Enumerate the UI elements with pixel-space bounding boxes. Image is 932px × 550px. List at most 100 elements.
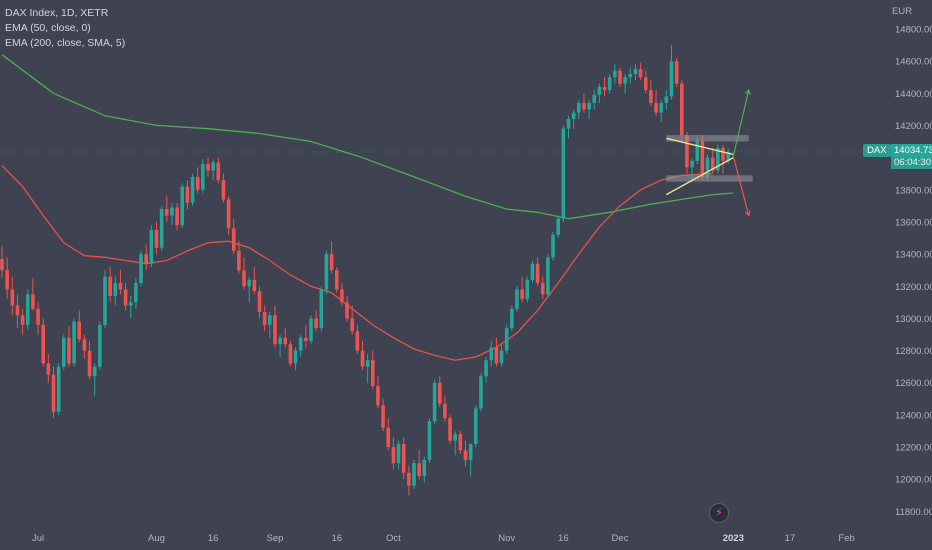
candle [721,144,725,174]
candle-body [165,209,169,216]
candle [180,183,185,229]
candle-body [72,321,76,364]
y-tick-label: 14800.00 [895,24,932,35]
candle-body [710,157,715,171]
candle [77,310,82,343]
candle-body [329,254,334,271]
candle-body [561,128,566,219]
candle [324,250,329,295]
candle-body [252,279,257,292]
candle [293,347,298,370]
x-tick-label: 2023 [723,533,744,544]
candle-body [298,337,303,351]
legend-symbol[interactable]: DAX Index, 1D, XETR [5,7,109,19]
candle-body [350,318,354,332]
candle-body [577,102,581,113]
candle-body [304,337,308,341]
candle-body [401,443,406,473]
candle [427,418,432,464]
candle [98,321,102,370]
candle [638,62,643,81]
support-zone [666,175,753,182]
candle-body [154,229,159,248]
candle-body [468,443,473,460]
candle-body [268,315,272,325]
candle-body [170,207,174,216]
candle [154,221,159,255]
candle-body [427,421,432,460]
legend-ema200[interactable]: EMA (200, close, SMA, 5) [5,37,126,49]
candle-body [695,141,700,161]
candle-body [288,344,293,364]
candle [175,202,179,230]
candle-body [201,164,205,190]
candle [607,73,612,94]
candle-body [185,186,190,203]
candle-body [77,321,82,340]
candle-body [319,289,324,329]
candle [87,340,92,380]
x-tick-label: Sep [266,533,283,544]
candle-body [546,257,550,295]
candle [206,157,210,177]
candle-body [484,360,488,377]
candle-body [206,164,210,171]
candle-body [633,69,638,74]
candle-body [237,250,241,271]
candle [139,250,143,287]
candle [432,379,437,425]
candle [515,286,519,312]
candle [510,305,514,332]
y-tick-label: 14600.00 [895,57,932,68]
candle-body [20,315,25,325]
candle-body [525,279,530,300]
y-tick-label: 12000.00 [895,475,932,486]
candle-body [46,363,51,375]
lightning-icon[interactable]: ⚡ [709,503,729,523]
x-tick-label: Dec [612,533,629,544]
candle [613,64,617,84]
candle [165,196,169,222]
breakout-up-arrow-head [744,88,751,96]
candle [566,115,571,139]
candle-body [504,328,509,351]
candle [273,305,277,348]
candle [582,93,586,113]
candle-body [139,254,143,284]
candle-body [360,350,365,367]
candle-body [262,311,267,325]
candle [546,254,550,298]
candle-body [355,331,360,351]
candle [262,305,267,332]
candle [247,276,251,303]
candle-body [128,302,133,306]
candle-body [15,305,20,316]
y-tick-label: 13200.00 [895,282,932,293]
candle [407,466,411,496]
currency-unit-label: EUR [892,6,913,17]
legend-ema50[interactable]: EMA (50, close, 0) [5,22,91,34]
candle-body [293,350,298,364]
candle [458,430,463,454]
candle [185,180,190,210]
x-tick-label: 16 [208,533,219,544]
candle-body [123,289,128,306]
candle-body [118,283,123,290]
candle-body [180,186,185,226]
candle-body [5,270,9,290]
candle-body [649,90,653,103]
candle-body [62,337,66,367]
candle [144,244,148,271]
candle-body [144,254,148,264]
candle-body [530,263,535,280]
candle [278,334,282,358]
candle-body [190,176,195,203]
candle [386,418,391,451]
y-tick-label: 12400.00 [895,410,932,421]
candle [360,340,365,370]
candle-body [515,289,519,309]
candle [108,266,112,303]
candle-body [221,180,226,200]
